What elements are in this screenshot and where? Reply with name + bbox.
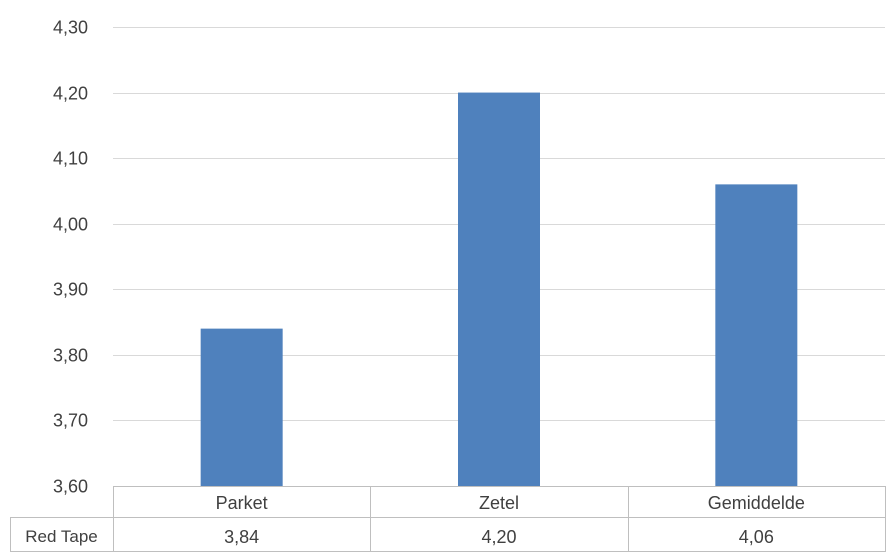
y-tick-label: 3,60 <box>53 477 88 497</box>
category-label: Zetel <box>479 493 519 513</box>
category-label: Gemiddelde <box>708 493 805 513</box>
y-tick-label: 3,90 <box>53 280 88 300</box>
bar-parket <box>200 328 283 486</box>
data-value-label: 3,84 <box>224 527 259 547</box>
data-value-label: 4,20 <box>481 527 516 547</box>
y-tick-label: 4,10 <box>53 149 88 169</box>
series-name-label: Red Tape <box>25 527 97 546</box>
y-tick-label: 4,20 <box>53 84 88 104</box>
y-tick-label: 3,70 <box>53 411 88 431</box>
y-tick-label: 4,00 <box>53 215 88 235</box>
data-value-label: 4,06 <box>739 527 774 547</box>
y-tick-label: 4,30 <box>53 18 88 38</box>
bar-gemiddelde <box>715 184 798 486</box>
bar-zetel <box>458 92 540 487</box>
category-label: Parket <box>216 493 268 513</box>
y-tick-label: 3,80 <box>53 346 88 366</box>
